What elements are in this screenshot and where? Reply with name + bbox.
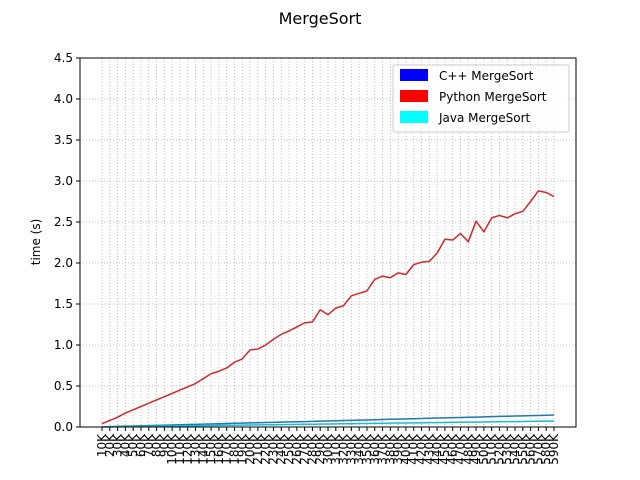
y-axis-label: time (s) [29, 219, 43, 266]
x-tick-label: 350K [360, 433, 374, 465]
x-tick-label: 300K [321, 433, 335, 465]
legend-label: C++ MergeSort [439, 69, 534, 83]
y-tick-label: 4.0 [54, 92, 73, 106]
x-tick-label: 100K [165, 433, 179, 465]
x-tick-label: 400K [399, 433, 413, 465]
x-tick-label: 390K [391, 433, 405, 465]
x-tick-label: 480K [461, 433, 475, 465]
y-tick-label: 2.5 [54, 215, 73, 229]
legend-label: Python MergeSort [439, 90, 547, 104]
y-axis-ticks: 0.0 0.5 1.0 1.5 2.0 2.5 3.0 3.5 4.0 4.5 [54, 51, 80, 434]
y-tick-label: 1.0 [54, 338, 73, 352]
x-tick-label: 170K [220, 433, 234, 465]
legend-frame [392, 64, 570, 133]
x-tick-label: 70K [142, 433, 156, 457]
x-tick-label: 580K [539, 433, 553, 465]
x-tick-label: 80K [150, 433, 164, 457]
x-tick-label: 450K [438, 433, 452, 465]
x-tick-label: 380K [383, 433, 397, 465]
x-tick-label: 270K [298, 433, 312, 465]
plot-lines [101, 190, 555, 428]
y-tick-label: 1.5 [54, 297, 73, 311]
series-line-java-mergesort [101, 420, 555, 428]
x-tick-label: 20K [103, 433, 117, 457]
x-tick-label: 330K [344, 433, 358, 465]
x-tick-label: 220K [259, 433, 273, 465]
x-tick-label: 240K [274, 433, 288, 465]
x-tick-label: 370K [376, 433, 390, 465]
x-tick-label: 90K [157, 433, 171, 457]
x-tick-label: 60K [134, 433, 148, 457]
x-tick-label: 50K [126, 433, 140, 457]
x-tick-label: 420K [415, 433, 429, 465]
x-tick-label: 360K [368, 433, 382, 465]
x-tick-label: 110K [173, 433, 187, 465]
y-tick-label: 3.0 [54, 174, 73, 188]
x-tick-label: 520K [492, 433, 506, 465]
x-tick-label: 210K [251, 433, 265, 465]
x-tick-label: 230K [266, 433, 280, 465]
x-tick-label: 30K [111, 433, 125, 457]
x-tick-label: 40K [118, 433, 132, 457]
x-tick-label: 470K [453, 433, 467, 465]
chart-title: MergeSort [279, 9, 362, 28]
x-tick-label: 180K [227, 433, 241, 465]
x-tick-label: 290K [313, 433, 327, 465]
series-line-cpp-mergesort [101, 414, 555, 428]
x-tick-label: 120K [181, 433, 195, 465]
x-tick-label: 590K [547, 433, 561, 465]
x-tick-label: 570K [531, 433, 545, 465]
y-tick-label: 0.0 [54, 420, 73, 434]
series-line-python-mergesort [101, 190, 555, 425]
x-tick-label: 500K [477, 433, 491, 465]
x-tick-label: 250K [282, 433, 296, 465]
y-tick-label: 2.0 [54, 256, 73, 270]
x-tick-label: 510K [485, 433, 499, 465]
x-tick-label: 430K [422, 433, 436, 465]
x-tick-label: 260K [290, 433, 304, 465]
x-tick-label: 550K [516, 433, 530, 465]
x-tick-label: 490K [469, 433, 483, 465]
x-tick-label: 140K [196, 433, 210, 465]
legend-swatch [400, 111, 428, 123]
x-tick-label: 160K [212, 433, 226, 465]
x-tick-label: 200K [243, 433, 257, 465]
legend: C++ MergeSort Python MergeSort Java MergeS… [392, 64, 570, 133]
x-tick-label: 10K [95, 433, 109, 457]
x-tick-label: 280K [305, 433, 319, 465]
x-tick-label: 310K [329, 433, 343, 465]
y-tick-label: 0.5 [54, 379, 73, 393]
y-tick-label: 3.5 [54, 133, 73, 147]
x-tick-label: 440K [430, 433, 444, 465]
x-tick-label: 320K [337, 433, 351, 465]
x-tick-label: 130K [189, 433, 203, 465]
x-tick-label: 530K [500, 433, 514, 465]
x-tick-label: 340K [352, 433, 366, 465]
x-tick-label: 460K [446, 433, 460, 465]
legend-swatch [400, 69, 428, 81]
legend-swatch [400, 90, 428, 102]
x-axis-ticks: 10K20K30K40K50K60K70K80K90K100K110K120K1… [95, 427, 561, 465]
y-tick-label: 4.5 [54, 51, 73, 65]
x-tick-label: 540K [508, 433, 522, 465]
x-tick-label: 410K [407, 433, 421, 465]
x-tick-label: 560K [524, 433, 538, 465]
legend-label: Java MergeSort [438, 111, 531, 125]
x-tick-label: 150K [204, 433, 218, 465]
x-tick-label: 190K [235, 433, 249, 465]
